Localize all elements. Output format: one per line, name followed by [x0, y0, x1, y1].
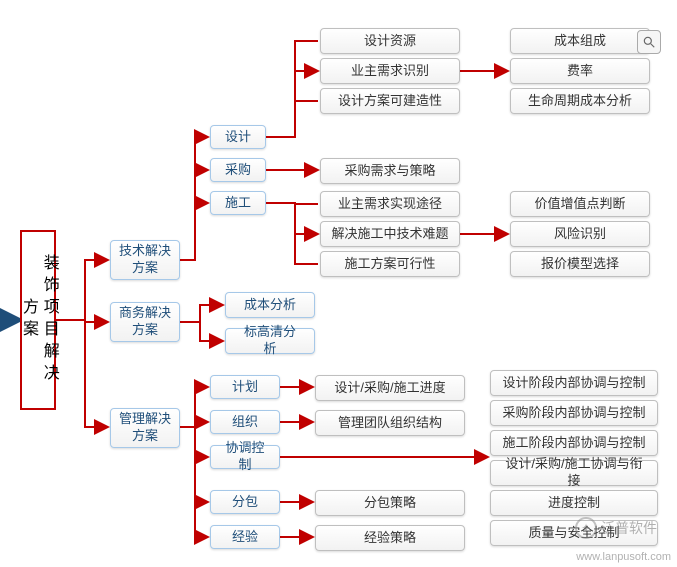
leaf-label: 分包策略 [364, 495, 416, 512]
sub-cost: 成本分析 [225, 292, 315, 318]
leaf-label: 设计资源 [364, 33, 416, 50]
leaf-coord-design: 设计阶段内部协调与控制 [490, 370, 658, 396]
leaf-label: 施工阶段内部协调与控制 [502, 435, 645, 452]
watermark-logo: ✦ 泛普软件 [575, 517, 657, 539]
leaf-label: 经验策略 [364, 530, 416, 547]
sub-build: 施工 [210, 191, 266, 215]
watermark-url: www.lanpusoft.com [576, 551, 671, 563]
leaf-design-resource: 设计资源 [320, 28, 460, 54]
leaf-label: 设计/采购/施工协调与衔接 [501, 456, 647, 490]
leaf-exp-strategy: 经验策略 [315, 525, 465, 551]
leaf-risk-id: 风险识别 [510, 221, 650, 247]
watermark-brand-text: 泛普软件 [601, 518, 657, 538]
leaf-label: 报价模型选择 [541, 256, 619, 273]
watermark-url-text: www.lanpusoft.com [576, 551, 671, 563]
leaf-label: 业主需求识别 [351, 63, 429, 80]
leaf-subk-strategy: 分包策略 [315, 490, 465, 516]
sub-exp-label: 经验 [232, 529, 258, 546]
leaf-label: 管理团队组织结构 [338, 415, 442, 432]
sub-design-label: 设计 [225, 129, 251, 146]
leaf-label: 设计/采购/施工进度 [334, 380, 445, 397]
sub-bench: 标高清分析 [225, 328, 315, 354]
leaf-need-realize: 业主需求实现途径 [320, 191, 460, 217]
sub-coord-label: 协调控制 [223, 440, 267, 474]
sub-bench-label: 标高清分析 [238, 324, 302, 358]
branch-mgmt-label: 管理解决方案 [117, 411, 173, 445]
leaf-schedule: 设计/采购/施工进度 [315, 375, 465, 401]
sub-exp: 经验 [210, 525, 280, 549]
branch-tech-label: 技术解决方案 [117, 243, 173, 277]
sub-build-label: 施工 [225, 195, 251, 212]
leaf-label: 解决施工中技术难题 [331, 226, 448, 243]
branch-biz: 商务解决方案 [110, 302, 180, 342]
leaf-constructability: 设计方案可建造性 [320, 88, 460, 114]
sub-subk-label: 分包 [232, 494, 258, 511]
leaf-label: 采购阶段内部协调与控制 [502, 405, 645, 422]
leaf-label: 价值增值点判断 [534, 196, 625, 213]
sub-procure-label: 采购 [225, 162, 251, 179]
sub-org-label: 组织 [232, 414, 258, 431]
leaf-lifecycle-cost: 生命周期成本分析 [510, 88, 650, 114]
sub-plan-label: 计划 [232, 379, 258, 396]
branch-biz-label: 商务解决方案 [117, 305, 173, 339]
leaf-label: 生命周期成本分析 [528, 93, 632, 110]
sub-coord: 协调控制 [210, 445, 280, 469]
sub-plan: 计划 [210, 375, 280, 399]
sub-cost-label: 成本分析 [244, 297, 296, 314]
leaf-coord-build: 施工阶段内部协调与控制 [490, 430, 658, 456]
leaf-cost-composition: 成本组成 [510, 28, 650, 54]
sub-procure: 采购 [210, 158, 266, 182]
root-label: 装饰项目解决方案 [17, 244, 59, 396]
leaf-owner-need-id: 业主需求识别 [320, 58, 460, 84]
leaf-team-struct: 管理团队组织结构 [315, 410, 465, 436]
sub-org: 组织 [210, 410, 280, 434]
leaf-label: 设计方案可建造性 [338, 93, 442, 110]
leaf-label: 业主需求实现途径 [338, 196, 442, 213]
leaf-feasibility: 施工方案可行性 [320, 251, 460, 277]
leaf-tech-difficulty: 解决施工中技术难题 [320, 221, 460, 247]
leaf-label: 成本组成 [554, 33, 606, 50]
sub-subk: 分包 [210, 490, 280, 514]
leaf-value-add: 价值增值点判断 [510, 191, 650, 217]
branch-tech: 技术解决方案 [110, 240, 180, 280]
leaf-procure-strategy: 采购需求与策略 [320, 158, 460, 184]
leaf-coord-procure: 采购阶段内部协调与控制 [490, 400, 658, 426]
leaf-quote-model: 报价模型选择 [510, 251, 650, 277]
sub-design: 设计 [210, 125, 266, 149]
leaf-label: 采购需求与策略 [344, 163, 435, 180]
leaf-label: 设计阶段内部协调与控制 [502, 375, 645, 392]
leaf-label: 费率 [567, 63, 593, 80]
root-node: 装饰项目解决方案 [20, 230, 56, 410]
globe-icon: ✦ [575, 517, 597, 539]
leaf-label: 进度控制 [548, 495, 600, 512]
branch-mgmt: 管理解决方案 [110, 408, 180, 448]
magnify-icon[interactable] [637, 30, 661, 54]
leaf-coord-interface: 设计/采购/施工协调与衔接 [490, 460, 658, 486]
leaf-rate: 费率 [510, 58, 650, 84]
leaf-progress-ctrl: 进度控制 [490, 490, 658, 516]
leaf-label: 施工方案可行性 [344, 256, 435, 273]
leaf-label: 风险识别 [554, 226, 606, 243]
